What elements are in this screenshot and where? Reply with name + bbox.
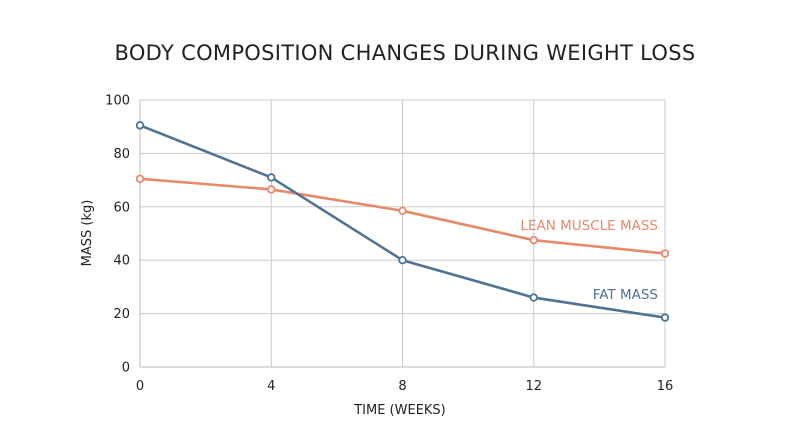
data-point <box>135 121 145 130</box>
data-point <box>660 249 670 258</box>
data-point <box>398 256 407 265</box>
y-tick-label: 20 <box>113 307 130 322</box>
x-tick-label: 12 <box>525 379 542 394</box>
tick-labels: 0 20 40 60 80 100 0 4 8 12 16 <box>105 94 673 395</box>
data-point <box>135 174 145 183</box>
x-tick-label: 16 <box>657 379 674 394</box>
axes <box>139 100 665 368</box>
data-point <box>660 313 670 322</box>
data-point <box>267 185 276 194</box>
data-point <box>267 173 276 182</box>
series-group: LEAN MUSCLE MASS FAT MASS <box>135 121 670 322</box>
series-label: FAT MASS <box>593 287 658 303</box>
series-label: LEAN MUSCLE MASS <box>520 218 658 234</box>
data-point <box>529 293 538 302</box>
x-tick-label: 0 <box>136 379 144 394</box>
y-tick-label: 40 <box>113 254 130 269</box>
x-axis-label: TIME (WEEKS) <box>353 403 446 418</box>
y-tick-label: 100 <box>105 94 130 109</box>
y-tick-label: 60 <box>113 200 130 215</box>
y-tick-label: 0 <box>122 361 130 376</box>
data-point <box>398 206 407 216</box>
x-tick-label: 4 <box>267 379 275 394</box>
x-tick-label: 8 <box>398 379 406 394</box>
chart-title: BODY COMPOSITION CHANGES DURING WEIGHT L… <box>115 41 696 65</box>
y-tick-label: 80 <box>113 147 130 162</box>
y-axis-label: MASS (kg) <box>80 200 95 267</box>
data-point <box>529 235 538 245</box>
